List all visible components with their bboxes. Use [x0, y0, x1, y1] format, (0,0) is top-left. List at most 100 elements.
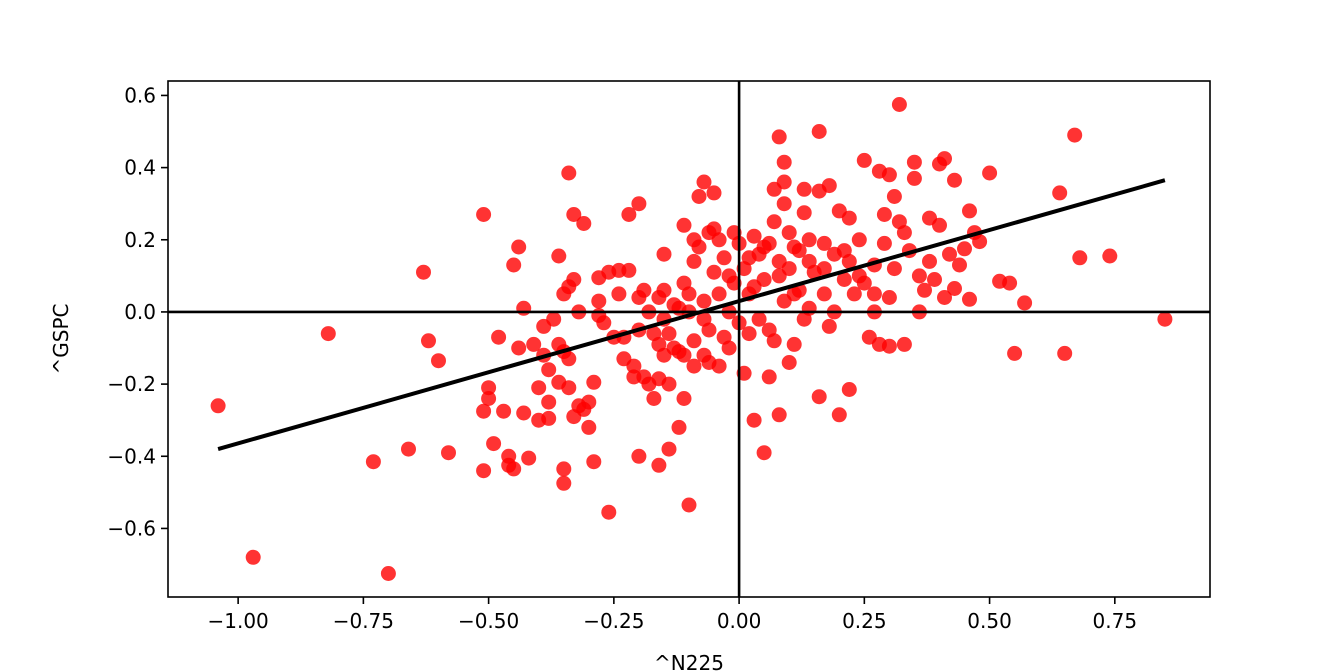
data-point — [776, 154, 792, 170]
data-point — [476, 463, 492, 479]
data-point — [481, 380, 497, 396]
data-point — [756, 239, 772, 255]
data-point — [431, 353, 446, 369]
data-point — [891, 97, 907, 112]
data-point — [761, 369, 777, 385]
data-point — [496, 403, 512, 419]
data-point — [761, 322, 777, 338]
data-point — [661, 326, 677, 342]
data-point — [952, 257, 967, 273]
data-point — [816, 286, 832, 302]
data-point — [711, 286, 727, 302]
data-point — [416, 264, 431, 280]
data-point — [766, 214, 782, 230]
x-tick-label: −0.75 — [333, 609, 394, 633]
data-point — [561, 351, 577, 367]
regression-line — [217, 178, 1166, 451]
data-point — [476, 207, 492, 222]
data-point — [741, 250, 757, 266]
data-point — [521, 450, 537, 466]
data-point — [566, 207, 582, 222]
y-tick-label: 0.2 — [124, 228, 156, 252]
data-point — [841, 382, 857, 397]
data-point — [561, 380, 577, 396]
x-tick-label: −1.00 — [207, 609, 268, 633]
data-point — [586, 374, 602, 390]
x-tick-label: 0.50 — [967, 609, 1012, 633]
data-point — [646, 391, 662, 406]
data-point — [516, 405, 532, 421]
data-point — [962, 203, 977, 219]
data-point — [320, 326, 336, 342]
data-point — [932, 217, 947, 233]
data-point — [210, 398, 226, 414]
x-tick-label: 0.25 — [842, 609, 887, 633]
data-point — [691, 239, 707, 255]
data-point — [656, 282, 672, 298]
data-point — [671, 419, 687, 435]
data-point — [947, 281, 962, 296]
data-point — [821, 318, 837, 334]
data-point — [937, 290, 952, 305]
data-point — [676, 217, 692, 233]
data-point — [651, 457, 667, 473]
data-point — [245, 549, 261, 565]
data-point — [591, 293, 607, 309]
data-point — [821, 178, 837, 194]
data-point — [676, 391, 692, 406]
data-point — [937, 151, 952, 167]
plot-frame — [167, 80, 1211, 598]
data-point — [1067, 127, 1083, 143]
data-point — [441, 445, 456, 461]
data-point — [516, 300, 532, 316]
data-point — [876, 207, 892, 222]
data-point — [546, 311, 562, 327]
data-point — [1057, 345, 1073, 361]
lines-layer — [168, 81, 1210, 597]
data-point — [911, 268, 927, 284]
data-point — [656, 246, 672, 262]
data-point — [626, 358, 642, 374]
data-point — [886, 189, 902, 204]
data-point — [982, 165, 998, 181]
data-point — [636, 282, 652, 298]
data-point — [801, 232, 817, 248]
data-point — [596, 315, 612, 331]
data-point — [841, 210, 857, 226]
data-point — [1102, 248, 1118, 264]
data-point — [706, 264, 722, 280]
data-point — [686, 253, 702, 269]
y-tick-label: 0.0 — [124, 300, 156, 324]
data-point — [1017, 295, 1033, 311]
data-point — [881, 338, 897, 354]
y-tick-label: 0.6 — [124, 83, 156, 107]
points-layer — [210, 97, 1173, 581]
data-point — [526, 336, 542, 352]
data-point — [906, 154, 922, 170]
data-point — [796, 205, 812, 221]
data-point — [751, 311, 767, 327]
data-point — [947, 172, 962, 188]
data-point — [816, 235, 832, 251]
data-point — [881, 290, 897, 305]
data-point — [566, 272, 582, 287]
data-point — [541, 410, 557, 426]
data-point — [421, 333, 436, 349]
data-point — [811, 389, 827, 405]
data-point — [831, 407, 847, 423]
data-point — [746, 228, 762, 244]
data-point — [796, 311, 812, 327]
data-point — [401, 441, 416, 457]
data-point — [671, 300, 687, 316]
data-point — [1007, 345, 1023, 361]
data-point — [681, 497, 697, 513]
data-point — [851, 268, 867, 284]
data-point — [811, 124, 827, 139]
data-point — [942, 246, 957, 262]
data-point — [711, 232, 727, 248]
data-point — [561, 165, 577, 181]
data-point — [957, 241, 972, 257]
data-point — [896, 225, 912, 241]
data-point — [696, 293, 712, 309]
